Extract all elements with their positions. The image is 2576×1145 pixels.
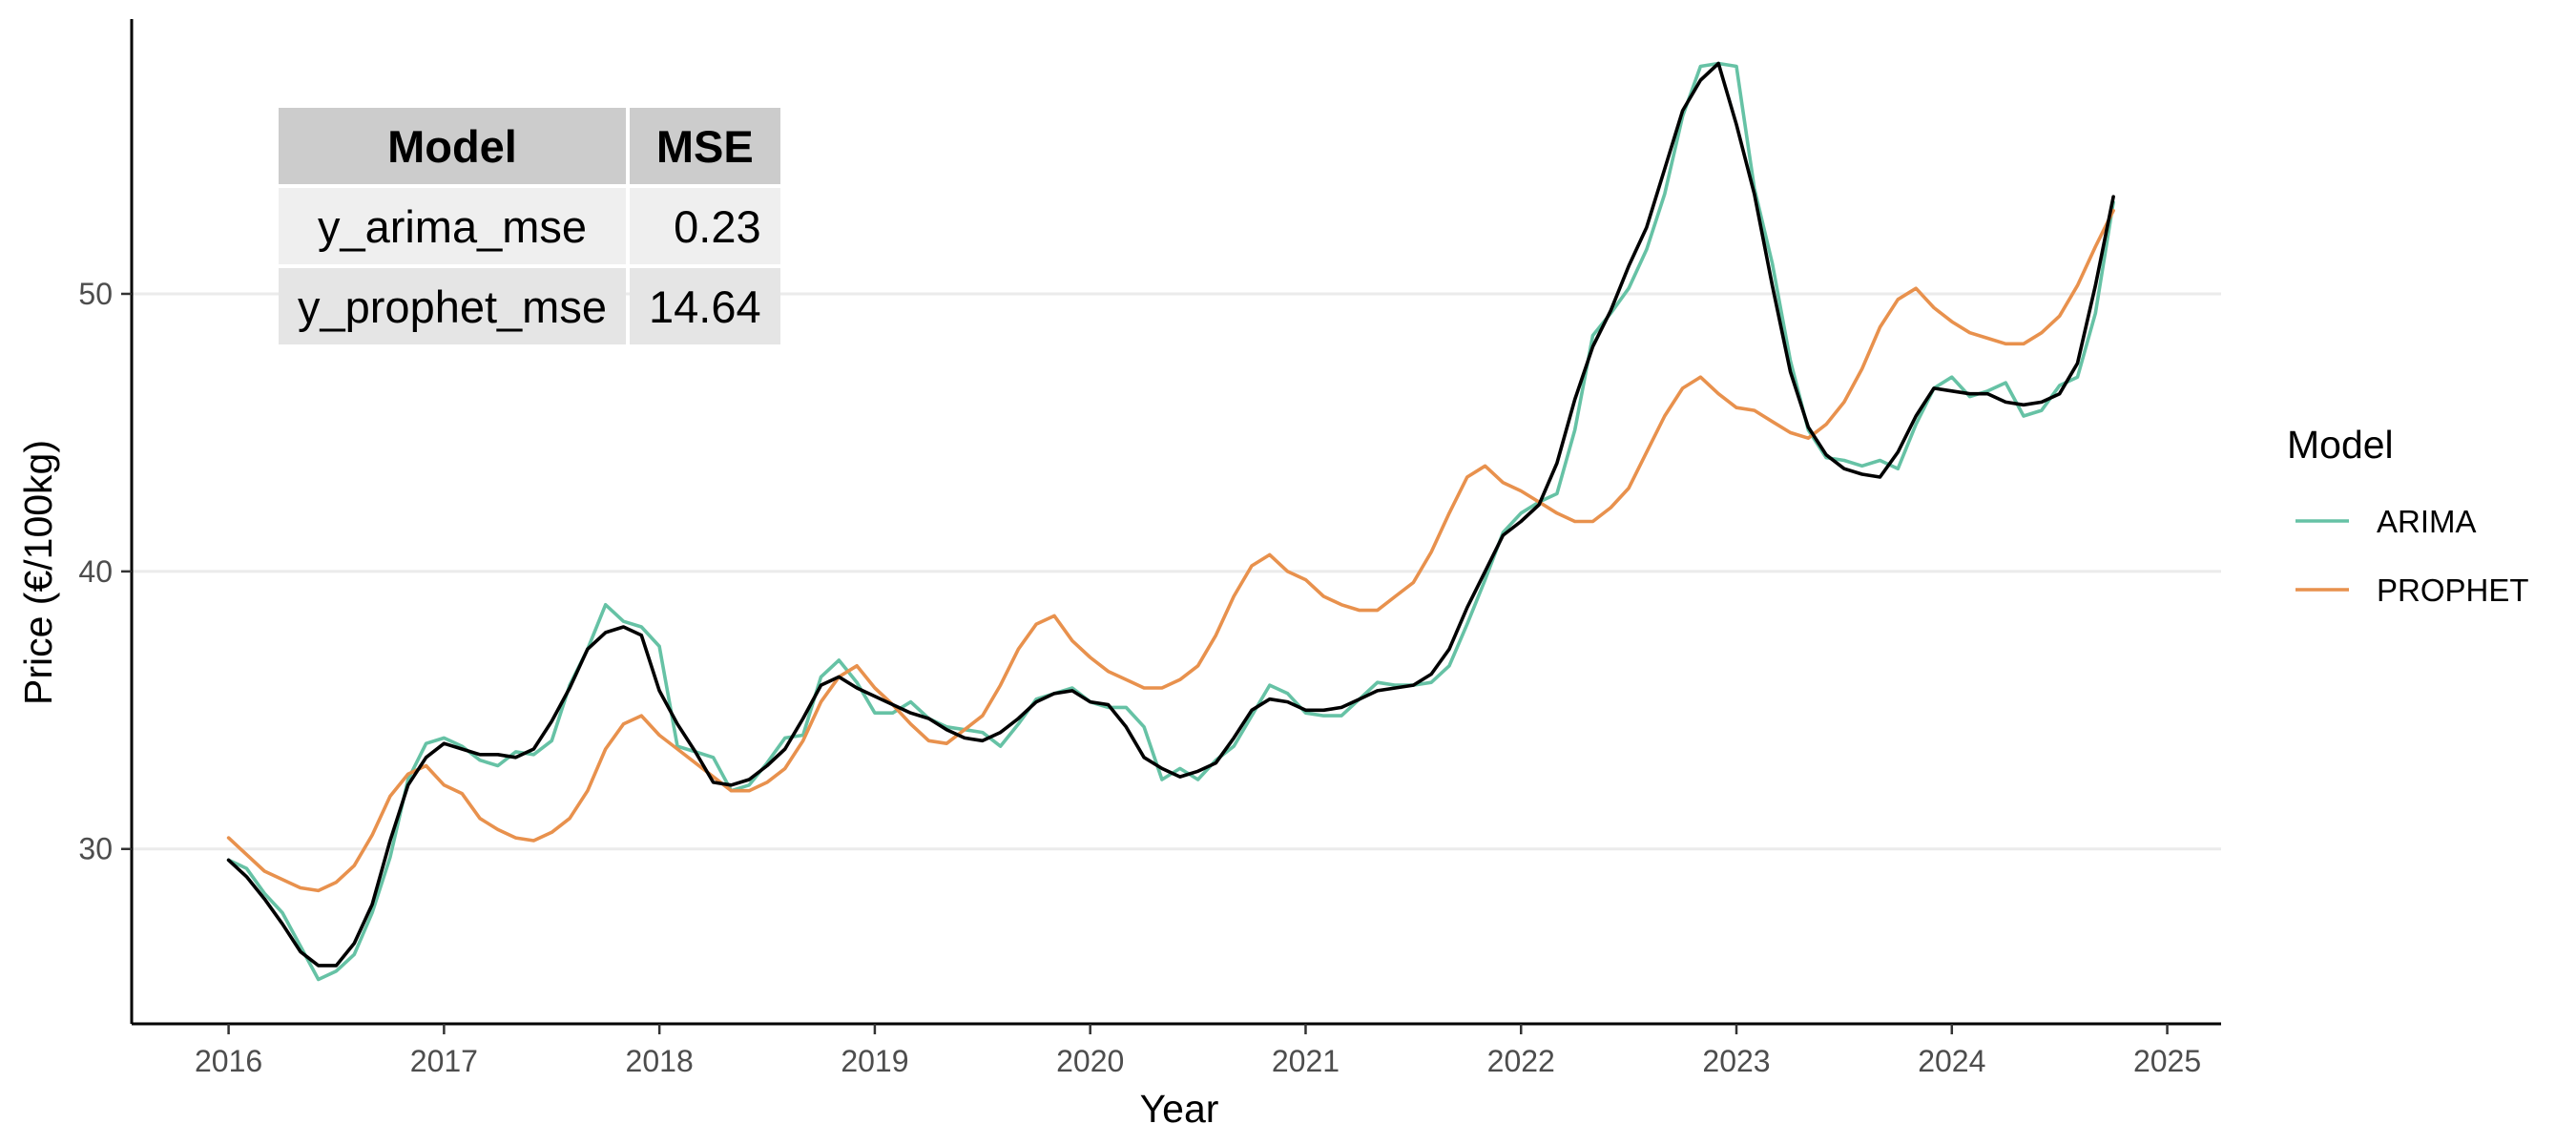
series-layer xyxy=(226,61,2115,982)
x-axis-title: Year xyxy=(1140,1087,1219,1131)
mse-table: Model MSE y_arima_mse 0.23 y_prophet_mse… xyxy=(275,104,784,348)
table-header-model: Model xyxy=(279,108,626,184)
legend: Model ARIMA PROPHET xyxy=(2287,423,2529,608)
x-tick-label: 2025 xyxy=(2133,1044,2201,1078)
x-tick-label: 2018 xyxy=(626,1044,694,1078)
table-cell-mse: 0.23 xyxy=(629,188,780,264)
x-tick-label: 2021 xyxy=(1272,1044,1340,1078)
y-tick-label: 50 xyxy=(78,277,113,311)
table-row: y_prophet_mse 14.64 xyxy=(279,268,780,344)
y-axis-title: Price (€/100kg) xyxy=(16,440,60,705)
x-tick-label: 2016 xyxy=(195,1044,262,1078)
y-tick-label: 40 xyxy=(78,554,113,589)
x-tick-label: 2022 xyxy=(1487,1044,1555,1078)
x-tick-label: 2017 xyxy=(410,1044,478,1078)
table-cell-model: y_prophet_mse xyxy=(279,268,626,344)
gridlines xyxy=(132,292,2221,851)
table-cell-mse: 14.64 xyxy=(629,268,780,344)
table-row: y_arima_mse 0.23 xyxy=(279,188,780,264)
legend-label-prophet: PROPHET xyxy=(2377,572,2529,608)
y-tick-label: 30 xyxy=(78,832,113,866)
series-prophet-line xyxy=(226,208,2115,893)
x-tick-label: 2020 xyxy=(1056,1044,1124,1078)
table-header-mse: MSE xyxy=(629,108,780,184)
table-cell-model: y_arima_mse xyxy=(279,188,626,264)
x-tick-label: 2019 xyxy=(841,1044,908,1078)
legend-label-arima: ARIMA xyxy=(2377,504,2477,539)
y-axis-ticks: 30 40 50 xyxy=(78,277,132,866)
legend-title: Model xyxy=(2287,423,2394,467)
series-observed-line xyxy=(226,61,2115,968)
x-axis-ticks: 2016 2017 2018 2019 2020 2021 2022 2023 2024 2025 xyxy=(195,1024,2201,1078)
x-tick-label: 2024 xyxy=(1918,1044,1985,1078)
x-tick-label: 2023 xyxy=(1702,1044,1770,1078)
